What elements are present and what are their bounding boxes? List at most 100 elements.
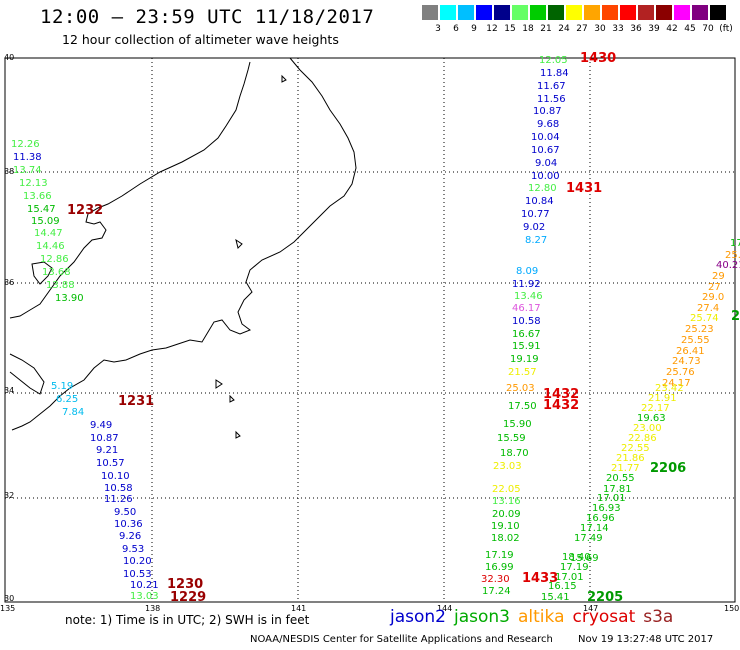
scale-swatch [638,5,654,20]
scale-swatch [548,5,564,20]
scale-label: 30 [594,24,606,34]
japan-coastline [9,57,357,439]
wave-height-value: 15.59 [497,433,526,444]
wave-height-value: 8.27 [525,235,547,246]
wave-height-value: 9.26 [119,531,141,542]
wave-height-value: 17.81 [603,484,632,495]
scale-label: 36 [630,24,642,34]
latitude-labels: 40 38 36 34 32 30 [4,53,14,603]
wave-height-value: 15.91 [512,341,541,352]
wave-height-value: 7.84 [62,407,84,418]
wave-height-value: 11.92 [512,279,541,290]
wave-height-value: 18.40 [562,552,591,563]
wave-height-value: 9.68 [537,119,559,130]
wave-height-value: 14.47 [34,228,63,239]
wave-height-value: 40.21 [716,260,740,271]
scale-swatch [458,5,474,20]
wave-height-value: 9.02 [523,222,545,233]
satellite-legend: jason2 jason3 altika cryosat s3a [390,607,681,627]
wave-height-value: 5.19 [51,381,73,392]
satellite-altika: altika [518,607,565,627]
scale-label: 9 [471,24,477,34]
satellite-jason2: jason2 [390,607,446,627]
wave-height-value: 9.04 [535,158,557,169]
footer-agency: NOAA/NESDIS Center for Satellite Applica… [250,634,553,645]
wave-height-value: 16.15 [548,581,577,592]
pass-time-label: 1431 [566,181,602,196]
wave-height-value: 17.01 [555,572,584,583]
wave-height-value: 17.19 [485,550,514,561]
wave-height-value: 29.0 [702,292,724,303]
lat-label: 40 [4,53,14,62]
footer-timestamp: Nov 19 13:27:48 UTC 2017 [578,634,714,645]
wave-height-value: 11.56 [537,94,566,105]
wave-height-value: 23.03 [493,461,522,472]
wave-height-value: 15.90 [503,419,532,430]
scale-swatch [512,5,528,20]
wave-height-value: 19.19 [510,354,539,365]
satellite-cryosat: cryosat [572,607,636,627]
pass-time-label: 1231 [118,394,154,409]
scale-label: 18 [522,24,534,34]
wave-height-value: 11.38 [13,152,42,163]
wave-height-value: 20.55 [606,473,635,484]
map-frame [4,57,736,603]
wave-height-value: 25.55 [681,335,710,346]
scale-label: 42 [666,24,678,34]
wave-height-value: 8.09 [516,266,538,277]
lon-label: 135 [0,604,15,613]
lon-label: 141 [291,604,306,613]
scale-label: 70 [702,24,714,34]
wave-height-value: 25.23 [685,324,714,335]
wave-height-value: 15.09 [31,216,60,227]
lon-label: 138 [145,604,160,613]
scale-swatch [656,5,672,20]
wave-height-value: 19.63 [637,413,666,424]
wave-height-value: 9.50 [114,507,136,518]
wave-height-value: 10.58 [104,483,133,494]
satellite-s3a: s3a [643,607,674,627]
wave-height-value: 23.00 [633,423,662,434]
wave-height-value: 9.53 [122,544,144,555]
wave-height-value: 17.01 [597,493,626,504]
scale-label: 45 [684,24,696,34]
wave-height-value: 13.46 [514,291,543,302]
wave-height-value: 10.58 [512,316,541,327]
scale-label: 21 [540,24,552,34]
wave-height-value: 17.50 [508,401,537,412]
wave-height-value: 10.36 [114,519,143,530]
wave-height-value: 15.47 [27,204,56,215]
wave-height-labels: 12.26 11.38 13.74 12.13 13.66 15.4715.0914.47… [11,55,740,603]
wave-height-value: 24.73 [672,356,701,367]
wave-height-value: 10.04 [531,132,560,143]
scale-label: 33 [612,24,624,34]
wave-height-value: 18.02 [491,533,520,544]
scale-label: 39 [648,24,660,34]
wave-height-value: 12.86 [40,254,69,265]
wave-height-value: 23.42 [655,383,684,394]
lat-label: 36 [4,278,14,287]
wave-height-value: 9.49 [90,420,112,431]
scale-label: 15 [504,24,516,34]
wave-height-value: 16.96 [586,513,615,524]
lon-label: 144 [437,604,452,613]
wave-height-value: 11.84 [540,68,569,79]
map-title: 12:00 — 23:59 UTC 11/18/2017 [40,6,375,28]
wave-height-value: 22.17 [641,403,670,414]
pass-time-label: 1432 [543,387,579,402]
wave-height-value: 10.00 [531,171,560,182]
scale-label: 6 [453,24,459,34]
lon-label: 150 [724,604,739,613]
wave-height-value: 25.00 [725,250,740,261]
wave-height-value: 19.10 [491,521,520,532]
wave-height-value: 15.41 [541,592,570,603]
wave-height-value: 10.10 [101,471,130,482]
wave-height-value: 10.57 [96,458,125,469]
lon-label: 147 [583,604,598,613]
wave-height-value: 10.87 [533,106,562,117]
wave-height-value: 10.87 [90,433,119,444]
wave-height-value: 22.55 [621,443,650,454]
wave-height-value: 13.74 [13,165,42,176]
wave-height-value: 15.69 [570,553,599,564]
